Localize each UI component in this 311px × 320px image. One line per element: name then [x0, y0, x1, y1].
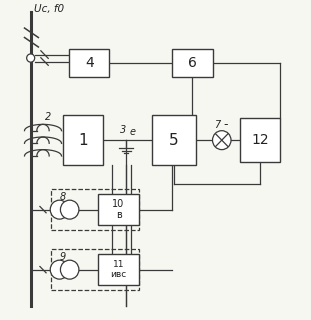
Bar	[52, 249, 139, 290]
Circle shape	[50, 200, 69, 219]
Text: e: e	[129, 127, 135, 137]
Bar	[52, 189, 139, 230]
Circle shape	[60, 260, 79, 279]
Text: 9: 9	[59, 252, 65, 262]
Text: 12: 12	[252, 133, 269, 147]
Text: 3: 3	[120, 125, 126, 135]
Circle shape	[27, 54, 35, 62]
Circle shape	[212, 131, 231, 150]
Text: Uс, f0: Uс, f0	[34, 4, 64, 14]
Text: 2: 2	[44, 112, 51, 122]
Text: 7: 7	[214, 120, 220, 130]
Text: 5: 5	[169, 133, 179, 148]
Bar	[69, 49, 109, 77]
Text: 6: 6	[188, 56, 197, 70]
Bar	[99, 254, 138, 285]
Circle shape	[60, 200, 79, 219]
Text: 11
ивс: 11 ивс	[110, 260, 127, 279]
Bar	[99, 194, 138, 225]
Text: -: -	[223, 118, 228, 131]
Bar	[240, 118, 280, 162]
Bar	[63, 115, 103, 165]
Text: 8: 8	[59, 192, 65, 202]
Circle shape	[50, 260, 69, 279]
Bar	[152, 115, 196, 165]
Bar	[173, 49, 212, 77]
Text: 10
в: 10 в	[112, 199, 125, 220]
Text: 1: 1	[78, 133, 88, 148]
Text: 4: 4	[85, 56, 94, 70]
